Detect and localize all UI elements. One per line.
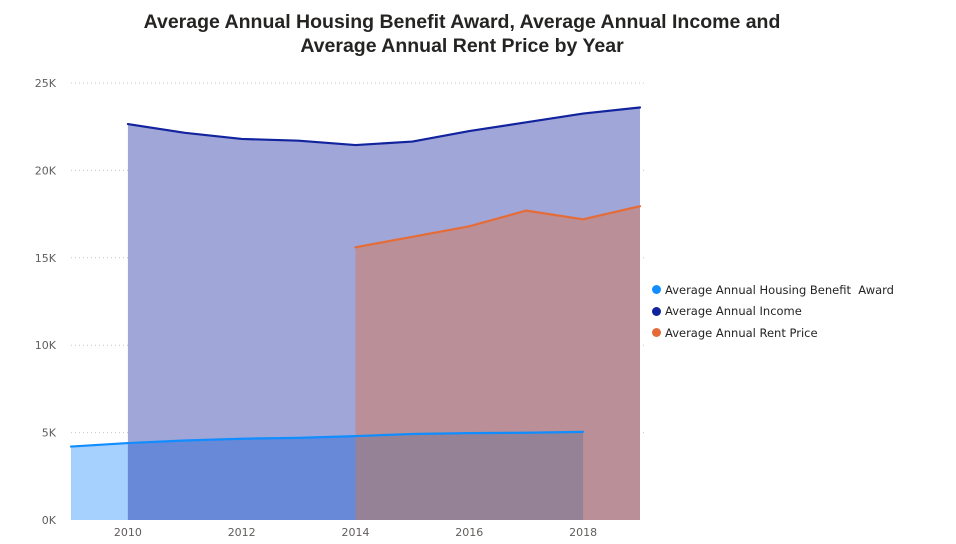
average-annual-income-line [126, 106, 642, 147]
average-annual-housing-benefit-award-line [69, 430, 585, 448]
benefit-income-rent-overlap-area [355, 431, 584, 520]
chart-title: Average Annual Housing Benefit Award, Av… [0, 10, 924, 58]
benefit-income-overlap-area [127, 436, 356, 520]
series-lines [69, 106, 642, 448]
chart-title-line-1: Average Annual Housing Benefit Award, Av… [143, 11, 781, 33]
y-tick-label: 25K [35, 77, 57, 90]
legend-marker-icon [652, 285, 661, 295]
x-tick-label: 2012 [228, 526, 256, 539]
x-tick-label: 2018 [569, 526, 597, 539]
legend-item-average-annual-income[interactable]: Average Annual Income [652, 301, 894, 323]
chart-title-line-2: Average Annual Rent Price by Year [300, 35, 624, 57]
y-tick-label: 5K [42, 427, 57, 440]
legend-marker-icon [652, 306, 661, 316]
legend-label: Average Annual Housing Benefit Award [665, 282, 894, 297]
legend-label: Average Annual Rent Price [665, 325, 818, 340]
y-tick-label: 10K [35, 339, 57, 352]
y-tick-label: 20K [35, 164, 57, 177]
average-annual-rent-price-line [354, 205, 642, 249]
x-tick-label: 2016 [455, 526, 483, 539]
x-tick-label: 2014 [342, 526, 370, 539]
legend-item-average-annual-rent-price[interactable]: Average Annual Rent Price [652, 322, 894, 344]
area-fills [71, 107, 640, 521]
y-tick-label: 0K [42, 514, 57, 527]
x-tick-label: 2010 [114, 526, 142, 539]
axis-tick-labels: 0K 5K 10K 15K 20K 25K 2010 2012 2014 2016 2018 [35, 77, 597, 539]
legend: Average Annual Housing Benefit Award Aver… [652, 279, 894, 344]
legend-marker-icon [652, 328, 661, 338]
legend-label: Average Annual Income [665, 304, 802, 319]
y-tick-label: 15K [35, 252, 57, 265]
legend-item-average-annual-housing-benefit-award[interactable]: Average Annual Housing Benefit Award [652, 279, 894, 301]
